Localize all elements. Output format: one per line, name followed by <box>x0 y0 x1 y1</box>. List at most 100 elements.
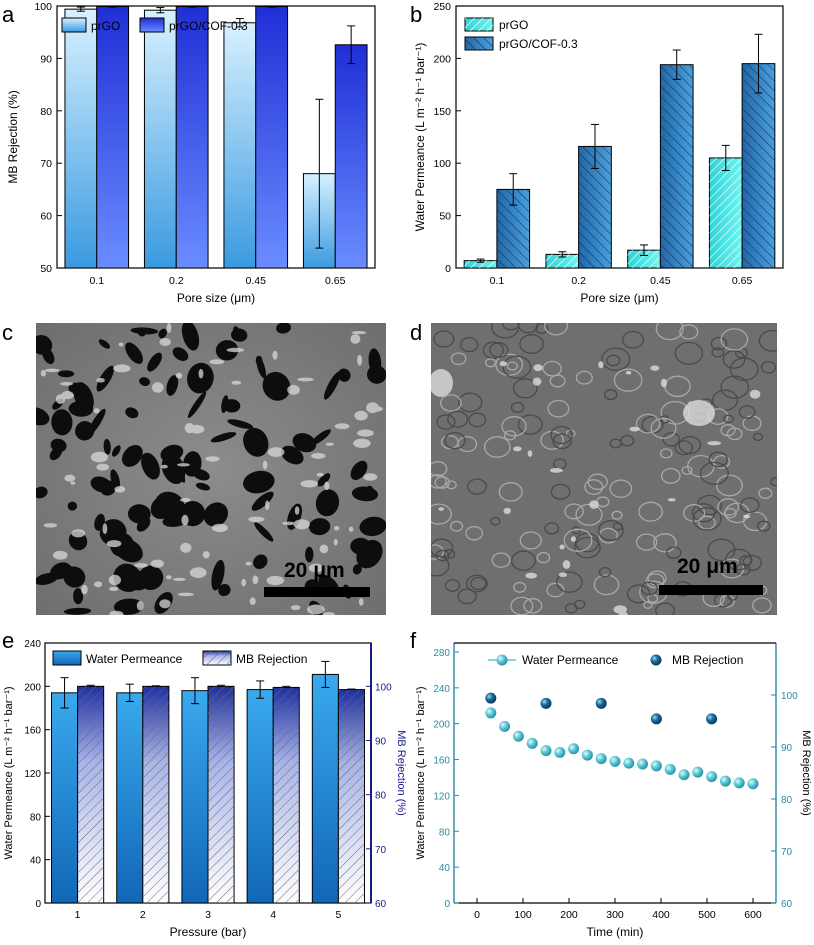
sem-grain <box>542 360 562 377</box>
sem-pore <box>253 554 268 569</box>
sem-grain <box>760 360 777 374</box>
legend-label-prgo-cof: prGO/COF-0.3 <box>169 19 248 33</box>
x-tick-label: 0.1 <box>490 275 505 287</box>
legend-label-prgo: prGO <box>91 19 120 33</box>
sem-pore <box>111 445 121 457</box>
y-axis-label: MB Rejection (%) <box>6 90 20 183</box>
sem-grain <box>564 603 578 614</box>
sem-highlight <box>282 521 296 526</box>
sem-pore <box>68 401 94 417</box>
sem-grain <box>544 522 560 535</box>
x-tick-label: 400 <box>652 909 670 921</box>
chart-b: 0 50 100 150 200 250 0.1 0.2 0.45 0.65 Pore size (… <box>413 1 784 305</box>
sem-grain <box>467 478 487 495</box>
sem-highlight <box>249 597 256 605</box>
sem-pore <box>281 445 304 465</box>
legend-label-prgo: prGO <box>499 18 528 32</box>
y-axis-label: Water Permeance (L m⁻² h⁻¹ bar⁻¹) <box>3 686 15 859</box>
bar-prgo <box>64 8 98 269</box>
sem-highlight <box>177 592 194 597</box>
sem-pore <box>366 485 374 493</box>
sem-grain <box>758 487 773 500</box>
sem-grain <box>584 479 604 495</box>
bar-hatch <box>464 260 497 268</box>
sem-grain <box>575 370 593 385</box>
sem-highlight <box>294 506 300 515</box>
sem-highlight <box>358 598 364 606</box>
bar-prgo <box>143 9 177 269</box>
y-tick-label: 70 <box>40 158 52 170</box>
point-water-permeance <box>664 763 676 775</box>
point-water-permeance <box>512 730 524 742</box>
sem-highlight <box>166 575 172 580</box>
sem-pore <box>51 409 73 436</box>
sem-bright-particle <box>431 369 453 397</box>
sem-texture-d <box>431 323 777 615</box>
sem-highlight <box>226 347 245 353</box>
sem-highlight <box>166 323 172 333</box>
sem-highlight <box>266 575 285 586</box>
sem-highlight <box>319 544 329 554</box>
panel-letter-b: b <box>410 2 423 27</box>
sem-grain <box>495 353 524 377</box>
sem-highlight <box>334 526 340 531</box>
sem-highlight <box>533 364 543 372</box>
sem-grain <box>573 536 601 559</box>
sem-highlight <box>102 523 108 535</box>
x-tick-label: 0.45 <box>650 275 671 287</box>
sem-grain <box>665 546 682 559</box>
sem-highlight <box>743 514 750 519</box>
point-water-permeance <box>526 737 538 749</box>
sem-grain <box>593 574 620 596</box>
sem-grain <box>650 417 677 439</box>
x-tick-label: 5 <box>335 909 341 921</box>
legend-marker-mb-rejection <box>650 654 662 666</box>
y-tick-label: 40 <box>439 863 451 874</box>
sem-highlight <box>252 575 259 585</box>
bar-hatch <box>338 689 365 903</box>
sem-highlight <box>334 423 350 430</box>
sem-grain <box>674 341 704 365</box>
sem-highlight <box>307 604 325 615</box>
sem-grain <box>552 433 572 450</box>
sem-grain <box>679 324 699 340</box>
sem-highlight <box>550 468 563 473</box>
bar-hatch <box>142 686 169 903</box>
sem-grain <box>547 399 570 418</box>
legend-label-water-permeance: Water Permeance <box>522 653 619 667</box>
sem-pore <box>113 598 144 615</box>
bar-prgo-cof <box>175 6 209 269</box>
y-tick-label: 80 <box>30 812 42 823</box>
sem-grain <box>512 378 538 399</box>
point-water-permeance <box>706 771 718 783</box>
sem-pore <box>210 432 237 443</box>
y2-tick-label: 80 <box>375 791 387 802</box>
sem-grain <box>710 336 728 351</box>
sem-grain <box>506 361 518 371</box>
sem-highlight <box>366 402 380 414</box>
sem-grain <box>518 323 539 334</box>
sem-image-d: 20 μm <box>431 323 777 615</box>
sem-highlight <box>350 334 361 344</box>
sem-highlight <box>189 567 207 578</box>
sem-grain <box>431 461 448 477</box>
bar-prgo-cof <box>255 6 289 269</box>
sem-highlight <box>618 611 628 615</box>
sem-highlight <box>272 350 278 360</box>
sem-pore <box>359 516 386 537</box>
sem-pore <box>87 408 106 436</box>
sem-pore <box>127 504 151 524</box>
legend-swatch-hatch <box>465 18 493 31</box>
sem-grain <box>457 436 478 453</box>
bar-hatch <box>660 64 694 268</box>
y2-tick-label: 90 <box>781 743 793 754</box>
sem-highlight <box>173 577 186 581</box>
point-water-permeance <box>499 720 511 732</box>
sem-grain <box>523 598 543 614</box>
sem-grain <box>609 438 622 449</box>
sem-grain <box>435 549 450 562</box>
sem-grain <box>643 600 653 609</box>
y-axis-label: Water Permeance (L m⁻² h⁻¹ bar⁻¹) <box>415 686 427 859</box>
sem-pore <box>68 382 86 396</box>
